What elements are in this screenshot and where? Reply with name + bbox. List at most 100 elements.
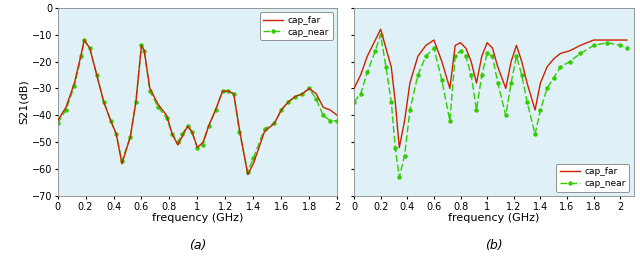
cap_near: [557, 65, 564, 68]
cap_far: [414, 55, 422, 58]
cap_near: [81, 38, 88, 42]
cap_far: [446, 87, 454, 90]
cap_near: [371, 49, 379, 52]
cap_far: [494, 65, 502, 68]
cap_far: [219, 90, 227, 93]
cap_far: [473, 82, 481, 85]
cap_far: [107, 119, 115, 122]
cap_near: [174, 141, 182, 144]
cap_near: [319, 114, 327, 117]
Line: cap_near: cap_near: [353, 33, 628, 179]
Line: cap_far: cap_far: [58, 40, 337, 175]
cap_far: [590, 38, 598, 42]
cap_far: [502, 87, 509, 90]
cap_near: [616, 44, 624, 47]
cap_near: [513, 55, 520, 58]
cap_near: [271, 122, 278, 125]
cap_far: [93, 74, 100, 77]
cap_near: [350, 100, 358, 103]
cap_far: [212, 108, 220, 111]
cap_near: [86, 46, 93, 50]
cap_near: [260, 127, 268, 130]
cap_near: [392, 146, 399, 149]
Text: (b): (b): [485, 239, 502, 252]
cap_far: [377, 28, 385, 31]
cap_near: [531, 133, 539, 136]
cap_near: [488, 55, 496, 58]
cap_far: [406, 82, 413, 85]
cap_near: [326, 119, 334, 122]
cap_near: [100, 100, 108, 103]
Line: cap_near: cap_near: [56, 38, 339, 173]
cap_near: [387, 100, 395, 103]
cap_far: [438, 60, 445, 63]
cap_near: [396, 176, 403, 179]
cap_near: [518, 74, 525, 77]
cap_far: [188, 130, 196, 133]
cap_far: [478, 55, 486, 58]
cap_far: [543, 65, 551, 68]
cap_near: [467, 74, 475, 77]
cap_near: [70, 84, 78, 87]
cap_near: [312, 98, 320, 101]
cap_near: [457, 49, 465, 52]
cap_far: [623, 38, 631, 42]
cap_far: [357, 74, 365, 77]
cap_near: [524, 100, 531, 103]
cap_near: [494, 82, 502, 85]
cap_far: [513, 44, 520, 47]
cap_near: [603, 41, 611, 44]
cap_far: [113, 133, 120, 136]
cap_far: [298, 92, 306, 95]
Legend: cap_far, cap_near: cap_far, cap_near: [260, 12, 333, 40]
cap_near: [250, 157, 257, 160]
cap_near: [298, 92, 306, 95]
cap_far: [462, 46, 470, 50]
cap_near: [127, 135, 134, 139]
cap_near: [364, 71, 371, 74]
cap_far: [488, 46, 496, 50]
cap_far: [326, 108, 334, 111]
cap_near: [543, 87, 551, 90]
cap_far: [174, 143, 182, 147]
cap_far: [86, 46, 93, 50]
cap_far: [333, 114, 341, 117]
cap_far: [163, 114, 170, 117]
cap_near: [377, 33, 385, 36]
cap_near: [382, 65, 390, 68]
cap_near: [118, 159, 125, 163]
cap_far: [396, 146, 403, 149]
cap_near: [212, 108, 220, 111]
cap_far: [70, 82, 78, 85]
cap_near: [244, 170, 252, 173]
cap_near: [291, 95, 299, 98]
X-axis label: frequency (GHz): frequency (GHz): [152, 213, 243, 223]
cap_far: [422, 44, 429, 47]
cap_far: [127, 135, 134, 139]
cap_far: [205, 125, 212, 128]
cap_far: [566, 49, 573, 52]
cap_far: [77, 52, 85, 55]
cap_far: [401, 119, 408, 122]
cap_near: [414, 74, 422, 77]
cap_far: [616, 38, 624, 42]
cap_far: [140, 49, 148, 52]
cap_near: [146, 90, 154, 93]
cap_near: [113, 133, 120, 136]
Y-axis label: S21(dB): S21(dB): [19, 79, 29, 124]
cap_far: [62, 106, 70, 109]
cap_near: [154, 106, 162, 109]
cap_near: [478, 74, 486, 77]
cap_far: [603, 38, 611, 42]
cap_far: [178, 135, 186, 139]
cap_near: [623, 46, 631, 50]
cap_far: [168, 133, 176, 136]
cap_far: [305, 87, 313, 90]
cap_far: [387, 65, 395, 68]
cap_far: [132, 100, 140, 103]
cap_near: [536, 108, 544, 111]
cap_near: [566, 60, 573, 63]
cap_far: [291, 95, 299, 98]
cap_near: [168, 133, 176, 136]
cap_near: [93, 74, 100, 77]
